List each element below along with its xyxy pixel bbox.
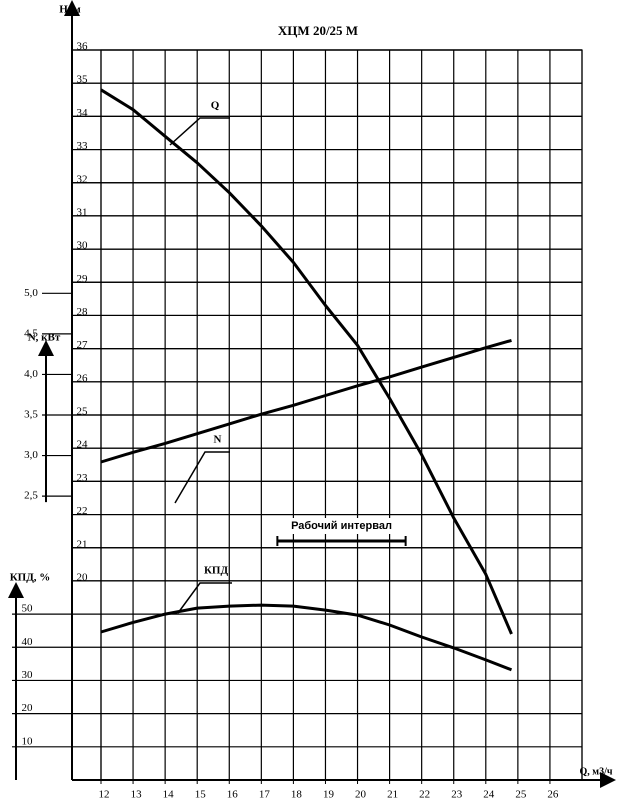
series-label: КПД (204, 565, 229, 577)
series-line (100, 338, 512, 464)
interval-label: Рабочий интервал (291, 520, 392, 532)
label-leader (174, 451, 230, 504)
x-tick-label: 25 (515, 789, 527, 801)
y3-tick-label: 30 (22, 669, 34, 681)
x-tick-label: 17 (259, 789, 271, 801)
x-tick-label: 16 (227, 789, 239, 801)
y-tick-label: 29 (77, 273, 89, 285)
y-tick-label: 35 (77, 74, 89, 86)
x-tick-label: 22 (419, 789, 430, 801)
y-tick-label: 21 (77, 538, 88, 550)
y-tick-label: 30 (77, 240, 89, 252)
y2-tick-label: 2,5 (24, 490, 38, 502)
y-tick-label: 22 (77, 505, 88, 517)
x-tick-label: 23 (451, 789, 463, 801)
x-axis-title: Q, м3/ч (579, 766, 612, 777)
y-tick-label: 25 (77, 406, 89, 418)
y-tick-label: 34 (77, 107, 89, 119)
label-leader (169, 117, 230, 146)
chart-title: ХЦМ 20/25 М (278, 23, 358, 38)
y3-tick-label: 40 (22, 636, 34, 648)
y-tick-label: 32 (77, 173, 88, 185)
series-line (100, 88, 513, 635)
x-tick-label: 20 (355, 789, 367, 801)
plot-border (100, 49, 583, 781)
x-tick-label: 21 (387, 789, 398, 801)
series-label: N (214, 434, 222, 446)
x-tick-label: 15 (195, 789, 207, 801)
x-tick-label: 24 (483, 789, 495, 801)
x-tick-label: 14 (163, 789, 175, 801)
y-tick-label: 24 (77, 439, 89, 451)
y2-tick-label: 3,0 (24, 449, 38, 461)
y-axis-title: Н, м (59, 4, 81, 16)
series-label: Q (211, 100, 220, 112)
y3-axis-title: КПД, % (10, 572, 51, 584)
y-tick-label: 20 (77, 571, 89, 583)
y2-tick-label: 3,5 (24, 409, 38, 421)
y3-tick-label: 50 (22, 603, 34, 615)
y-tick-label: 27 (77, 339, 89, 351)
x-tick-label: 12 (99, 789, 110, 801)
y-tick-label: 28 (77, 306, 89, 318)
y-tick-label: 31 (77, 206, 88, 218)
y3-tick-label: 10 (22, 735, 34, 747)
y2-tick-label: 4,5 (24, 327, 38, 339)
x-tick-label: 13 (131, 789, 143, 801)
y2-tick-label: 5,0 (24, 287, 38, 299)
label-leader (177, 582, 232, 614)
y2-tick-label: 4,0 (24, 368, 38, 380)
y-tick-label: 36 (77, 41, 89, 53)
x-tick-label: 19 (323, 789, 335, 801)
y-tick-label: 33 (77, 140, 89, 152)
y-tick-label: 26 (77, 372, 89, 384)
series-line (100, 603, 513, 672)
y-tick-label: 23 (77, 472, 89, 484)
y3-tick-label: 20 (22, 702, 34, 714)
x-tick-label: 18 (291, 789, 303, 801)
x-tick-label: 26 (547, 789, 559, 801)
interval-label-bg (283, 518, 400, 534)
